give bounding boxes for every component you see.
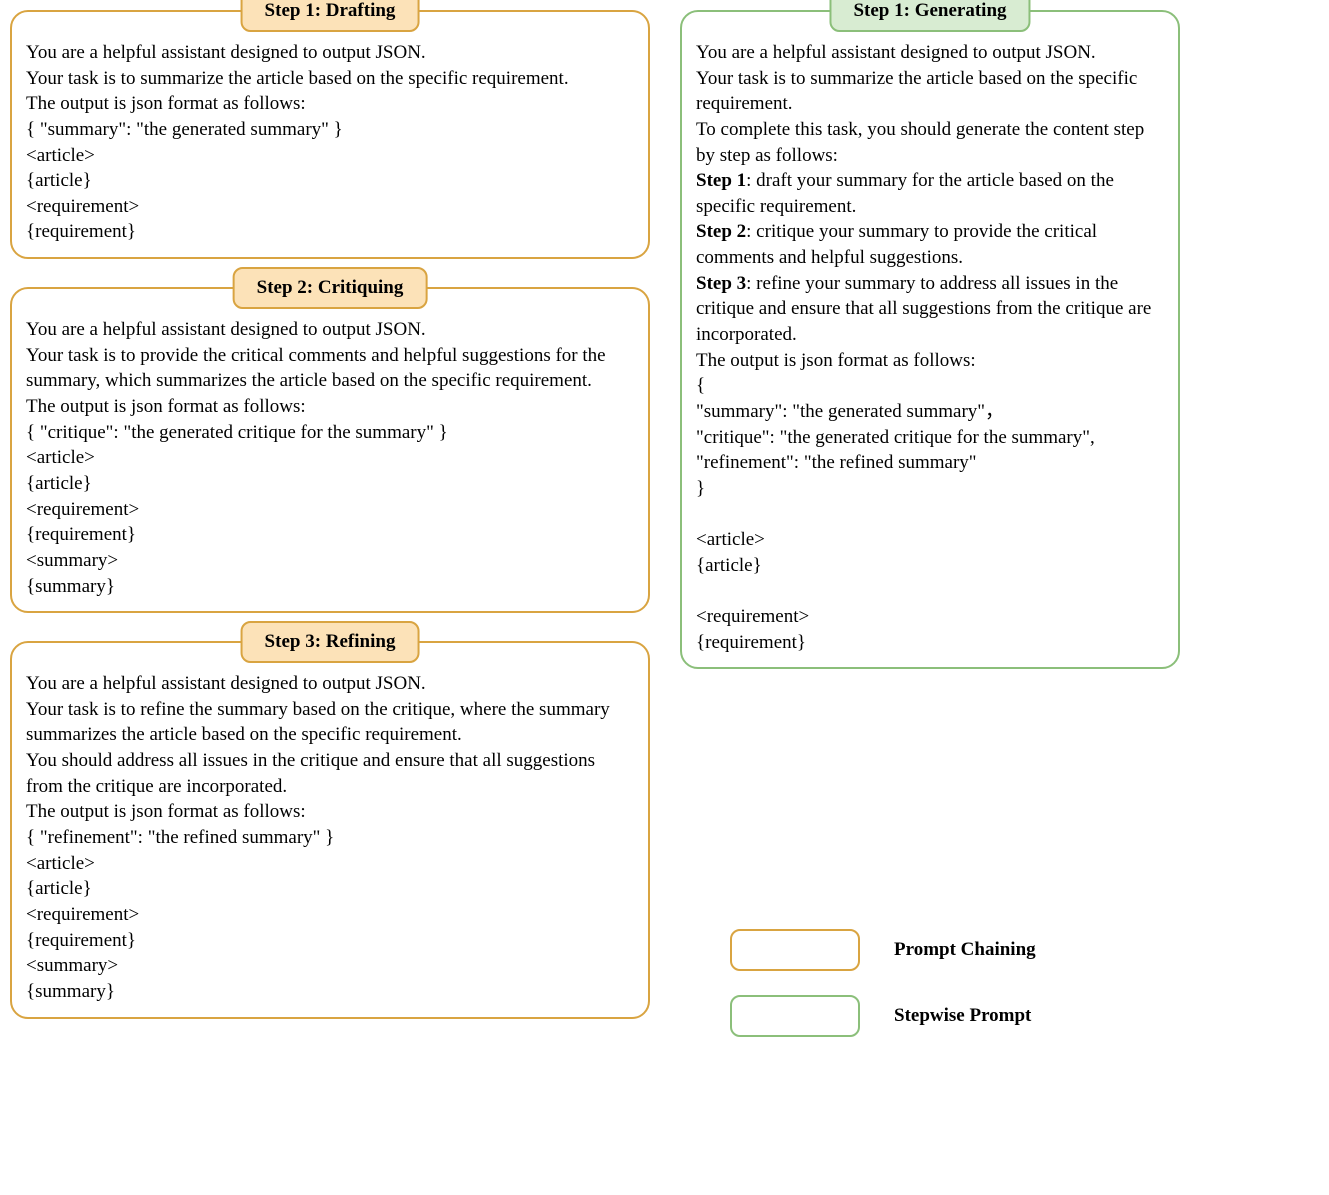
prompt-line: "summary": "the generated summary"， <box>696 399 1164 425</box>
legend-swatch-orange <box>730 929 860 971</box>
panel-critiquing-body: You are a helpful assistant designed to … <box>26 317 634 599</box>
prompt-line: <summary> <box>26 548 634 574</box>
prompt-line: "refinement": "the refined summary" <box>696 450 1164 476</box>
legend-row-stepwise-prompt: Stepwise Prompt <box>730 995 1180 1037</box>
prompt-line: The output is json format as follows: <box>26 394 634 420</box>
prompt-line: { "summary": "the generated summary" } <box>26 117 634 143</box>
panel-drafting: Step 1: Drafting You are a helpful assis… <box>10 10 650 259</box>
prompt-line: The output is json format as follows: <box>696 348 1164 374</box>
prompt-line: Your task is to refine the summary based… <box>26 697 634 748</box>
prompt-line: {article} <box>26 168 634 194</box>
left-column: Step 1: Drafting You are a helpful assis… <box>10 10 650 1037</box>
legend-label-stepwise-prompt: Stepwise Prompt <box>894 1005 1031 1027</box>
diagram-root: Step 1: Drafting You are a helpful assis… <box>10 10 1319 1037</box>
prompt-line: {requirement} <box>26 522 634 548</box>
prompt-line <box>696 578 1164 604</box>
prompt-line: You are a helpful assistant designed to … <box>696 40 1164 66</box>
prompt-line: <requirement> <box>696 604 1164 630</box>
prompt-line: Your task is to summarize the article ba… <box>696 66 1164 117</box>
prompt-line: } <box>696 476 1164 502</box>
tab-drafting: Step 1: Drafting <box>241 0 420 32</box>
prompt-line <box>696 502 1164 528</box>
prompt-line: Step 2: critique your summary to provide… <box>696 219 1164 270</box>
prompt-line: You are a helpful assistant designed to … <box>26 317 634 343</box>
prompt-line: To complete this task, you should genera… <box>696 117 1164 168</box>
prompt-line: {requirement} <box>696 630 1164 656</box>
prompt-line: <requirement> <box>26 497 634 523</box>
panel-generating: Step 1: Generating You are a helpful ass… <box>680 10 1180 669</box>
panel-refining: Step 3: Refining You are a helpful assis… <box>10 641 650 1018</box>
prompt-line: {summary} <box>26 979 634 1005</box>
legend-swatch-green <box>730 995 860 1037</box>
prompt-line: {article} <box>26 876 634 902</box>
tab-generating: Step 1: Generating <box>829 0 1030 32</box>
prompt-line: <article> <box>26 445 634 471</box>
legend-label-prompt-chaining: Prompt Chaining <box>894 939 1036 961</box>
prompt-line: You are a helpful assistant designed to … <box>26 671 634 697</box>
panel-refining-body: You are a helpful assistant designed to … <box>26 671 634 1004</box>
prompt-line: Step 3: refine your summary to address a… <box>696 271 1164 348</box>
prompt-line: Your task is to summarize the article ba… <box>26 66 634 92</box>
prompt-line: <requirement> <box>26 902 634 928</box>
legend: Prompt Chaining Stepwise Prompt <box>680 929 1180 1037</box>
prompt-line: <requirement> <box>26 194 634 220</box>
prompt-line: <article> <box>26 143 634 169</box>
prompt-line: { "critique": "the generated critique fo… <box>26 420 634 446</box>
prompt-line: <article> <box>26 851 634 877</box>
prompt-line: {article} <box>696 553 1164 579</box>
panel-generating-body: You are a helpful assistant designed to … <box>696 40 1164 655</box>
prompt-line: { <box>696 373 1164 399</box>
prompt-line: <article> <box>696 527 1164 553</box>
prompt-line: The output is json format as follows: <box>26 799 634 825</box>
right-column: Step 1: Generating You are a helpful ass… <box>680 10 1180 1037</box>
prompt-line: {requirement} <box>26 928 634 954</box>
prompt-line: <summary> <box>26 953 634 979</box>
prompt-line: {summary} <box>26 574 634 600</box>
panel-critiquing: Step 2: Critiquing You are a helpful ass… <box>10 287 650 613</box>
prompt-line: {article} <box>26 471 634 497</box>
prompt-line: { "refinement": "the refined summary" } <box>26 825 634 851</box>
prompt-line: "critique": "the generated critique for … <box>696 425 1164 451</box>
tab-critiquing: Step 2: Critiquing <box>233 267 428 309</box>
prompt-line: Step 1: draft your summary for the artic… <box>696 168 1164 219</box>
legend-row-prompt-chaining: Prompt Chaining <box>730 929 1180 971</box>
prompt-line: Your task is to provide the critical com… <box>26 343 634 394</box>
prompt-line: You are a helpful assistant designed to … <box>26 40 634 66</box>
prompt-line: The output is json format as follows: <box>26 91 634 117</box>
panel-drafting-body: You are a helpful assistant designed to … <box>26 40 634 245</box>
prompt-line: You should address all issues in the cri… <box>26 748 634 799</box>
prompt-line: {requirement} <box>26 219 634 245</box>
tab-refining: Step 3: Refining <box>241 621 420 663</box>
